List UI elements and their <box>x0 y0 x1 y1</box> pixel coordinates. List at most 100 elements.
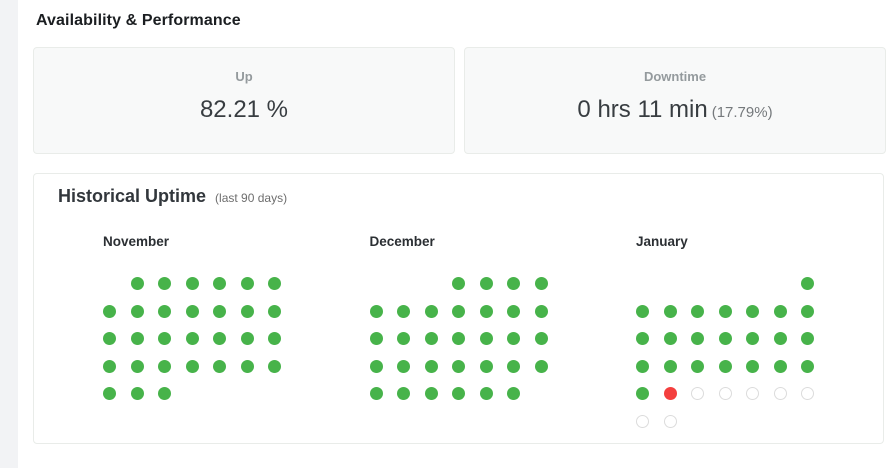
uptime-dot-up[interactable] <box>424 304 438 318</box>
uptime-dot-up[interactable] <box>158 332 171 345</box>
uptime-dot-up[interactable] <box>369 332 383 345</box>
uptime-dot-up[interactable] <box>691 304 704 318</box>
uptime-dot-up[interactable] <box>213 277 226 290</box>
uptime-dot-up[interactable] <box>663 332 677 345</box>
uptime-dot-up[interactable] <box>103 332 116 345</box>
uptime-dot-up[interactable] <box>636 332 649 345</box>
uptime-dot-up[interactable] <box>663 304 677 318</box>
uptime-dot-up[interactable] <box>452 359 465 373</box>
uptime-dot-up[interactable] <box>158 277 171 290</box>
uptime-dot-up[interactable] <box>397 359 410 373</box>
uptime-dot-pending[interactable] <box>773 387 787 400</box>
uptime-label: Up <box>235 69 253 84</box>
uptime-dot-up[interactable] <box>130 277 144 290</box>
uptime-dot-up[interactable] <box>801 332 814 345</box>
uptime-dot-up[interactable] <box>801 304 814 318</box>
uptime-dot-up[interactable] <box>130 304 144 318</box>
uptime-dot-up[interactable] <box>268 359 281 373</box>
uptime-dot-up[interactable] <box>507 387 520 400</box>
uptime-dot-up[interactable] <box>507 359 520 373</box>
uptime-dot-up[interactable] <box>801 277 814 290</box>
uptime-dot-up[interactable] <box>479 332 493 345</box>
uptime-dot-up[interactable] <box>801 359 814 373</box>
uptime-dot-up[interactable] <box>452 332 465 345</box>
uptime-dot-up[interactable] <box>424 359 438 373</box>
months-row: November December January <box>34 234 883 428</box>
uptime-dot-up[interactable] <box>240 332 254 345</box>
uptime-dot-up[interactable] <box>240 359 254 373</box>
uptime-dot-up[interactable] <box>663 359 677 373</box>
uptime-dot-up[interactable] <box>452 277 465 290</box>
uptime-dot-up[interactable] <box>158 359 171 373</box>
uptime-dot-up[interactable] <box>718 304 732 318</box>
uptime-dot-up[interactable] <box>773 332 787 345</box>
uptime-dot-up[interactable] <box>479 277 493 290</box>
uptime-dot-up[interactable] <box>636 387 649 400</box>
uptime-dot-up[interactable] <box>240 277 254 290</box>
uptime-dot-up[interactable] <box>452 387 465 400</box>
uptime-dot-down[interactable] <box>663 387 677 400</box>
uptime-dot-up[interactable] <box>268 304 281 318</box>
uptime-dot-up[interactable] <box>130 359 144 373</box>
uptime-dot-up[interactable] <box>185 304 199 318</box>
uptime-dot-up[interactable] <box>158 304 171 318</box>
uptime-dot-up[interactable] <box>369 304 383 318</box>
uptime-dot-up[interactable] <box>103 387 116 400</box>
uptime-dot-up[interactable] <box>240 304 254 318</box>
uptime-dot-up[interactable] <box>452 304 465 318</box>
page-left-gutter <box>0 0 18 468</box>
uptime-dot-up[interactable] <box>507 304 520 318</box>
uptime-dot-up[interactable] <box>369 359 383 373</box>
uptime-dot-up[interactable] <box>213 304 226 318</box>
uptime-dot-up[interactable] <box>773 304 787 318</box>
uptime-dot-up[interactable] <box>424 387 438 400</box>
uptime-dot-up[interactable] <box>534 332 548 345</box>
uptime-dot-up[interactable] <box>636 304 649 318</box>
uptime-dot-up[interactable] <box>397 332 410 345</box>
uptime-dot-up[interactable] <box>130 387 144 400</box>
downtime-value: 0 hrs 11 min (17.79%) <box>465 96 885 124</box>
uptime-dot-pending[interactable] <box>746 387 759 400</box>
downtime-card: Downtime 0 hrs 11 min (17.79%) <box>464 47 886 154</box>
uptime-dot-grid <box>636 277 814 428</box>
uptime-dot-up[interactable] <box>479 387 493 400</box>
uptime-dot-up[interactable] <box>213 359 226 373</box>
uptime-dot-up[interactable] <box>773 359 787 373</box>
historical-uptime-subtitle: (last 90 days) <box>215 191 288 205</box>
uptime-dot-up[interactable] <box>718 359 732 373</box>
uptime-dot-up[interactable] <box>268 277 281 290</box>
uptime-dot-up[interactable] <box>691 332 704 345</box>
uptime-dot-up[interactable] <box>746 332 759 345</box>
uptime-dot-up[interactable] <box>185 277 199 290</box>
uptime-dot-up[interactable] <box>268 332 281 345</box>
uptime-dot-up[interactable] <box>103 304 116 318</box>
uptime-dot-up[interactable] <box>185 359 199 373</box>
uptime-dot-pending[interactable] <box>691 387 704 400</box>
uptime-dot-up[interactable] <box>507 277 520 290</box>
uptime-dot-up[interactable] <box>534 277 548 290</box>
uptime-dot-up[interactable] <box>479 304 493 318</box>
uptime-dot-pending[interactable] <box>718 387 732 400</box>
uptime-dot-up[interactable] <box>479 359 493 373</box>
uptime-dot-pending[interactable] <box>663 414 677 428</box>
uptime-dot-up[interactable] <box>746 304 759 318</box>
uptime-dot-up[interactable] <box>746 359 759 373</box>
uptime-dot-grid <box>103 277 281 400</box>
uptime-dot-up[interactable] <box>397 387 410 400</box>
uptime-dot-up[interactable] <box>534 304 548 318</box>
uptime-dot-up[interactable] <box>158 387 171 400</box>
uptime-dot-up[interactable] <box>534 359 548 373</box>
uptime-dot-up[interactable] <box>185 332 199 345</box>
uptime-dot-pending[interactable] <box>801 387 814 400</box>
uptime-dot-up[interactable] <box>636 359 649 373</box>
uptime-dot-up[interactable] <box>691 359 704 373</box>
uptime-dot-up[interactable] <box>103 359 116 373</box>
uptime-dot-up[interactable] <box>424 332 438 345</box>
uptime-dot-up[interactable] <box>507 332 520 345</box>
uptime-dot-pending[interactable] <box>636 414 649 428</box>
uptime-dot-up[interactable] <box>130 332 144 345</box>
uptime-dot-up[interactable] <box>213 332 226 345</box>
uptime-dot-up[interactable] <box>397 304 410 318</box>
uptime-dot-up[interactable] <box>718 332 732 345</box>
uptime-dot-up[interactable] <box>369 387 383 400</box>
